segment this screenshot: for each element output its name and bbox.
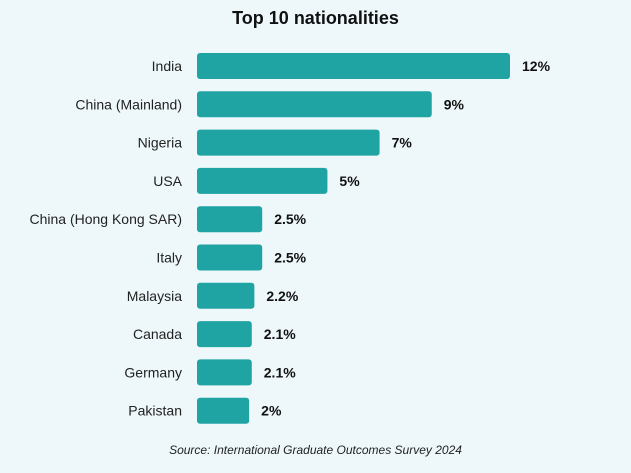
bar — [197, 397, 250, 424]
bar — [197, 282, 255, 309]
category-label: Nigeria — [138, 135, 183, 151]
category-label: India — [152, 58, 183, 74]
value-label: 5% — [339, 173, 360, 189]
value-label: 7% — [392, 135, 413, 151]
category-label: China (Hong Kong SAR) — [29, 211, 182, 227]
category-label: Italy — [156, 250, 182, 266]
value-label: 2.5% — [274, 211, 306, 227]
category-label: Germany — [124, 364, 182, 380]
value-label: 12% — [522, 58, 551, 74]
category-label: Malaysia — [127, 288, 182, 304]
category-label: USA — [153, 173, 182, 189]
category-label: Canada — [133, 326, 182, 342]
value-label: 2.2% — [266, 288, 298, 304]
category-label: Pakistan — [128, 403, 182, 419]
bar — [197, 167, 328, 194]
bar — [197, 53, 510, 79]
chart-source: Source: International Graduate Outcomes … — [169, 443, 462, 457]
value-label: 2.1% — [264, 326, 296, 342]
bar — [197, 206, 263, 233]
bar — [197, 359, 252, 386]
category-label: China (Mainland) — [75, 96, 182, 112]
value-label: 2.5% — [274, 250, 306, 266]
bar — [197, 244, 263, 271]
bar — [197, 129, 380, 156]
chart-title: Top 10 nationalities — [232, 8, 399, 28]
value-label: 9% — [444, 96, 465, 112]
bar — [197, 91, 432, 118]
bar — [197, 321, 252, 348]
value-label: 2% — [261, 403, 282, 419]
value-label: 2.1% — [264, 364, 296, 380]
